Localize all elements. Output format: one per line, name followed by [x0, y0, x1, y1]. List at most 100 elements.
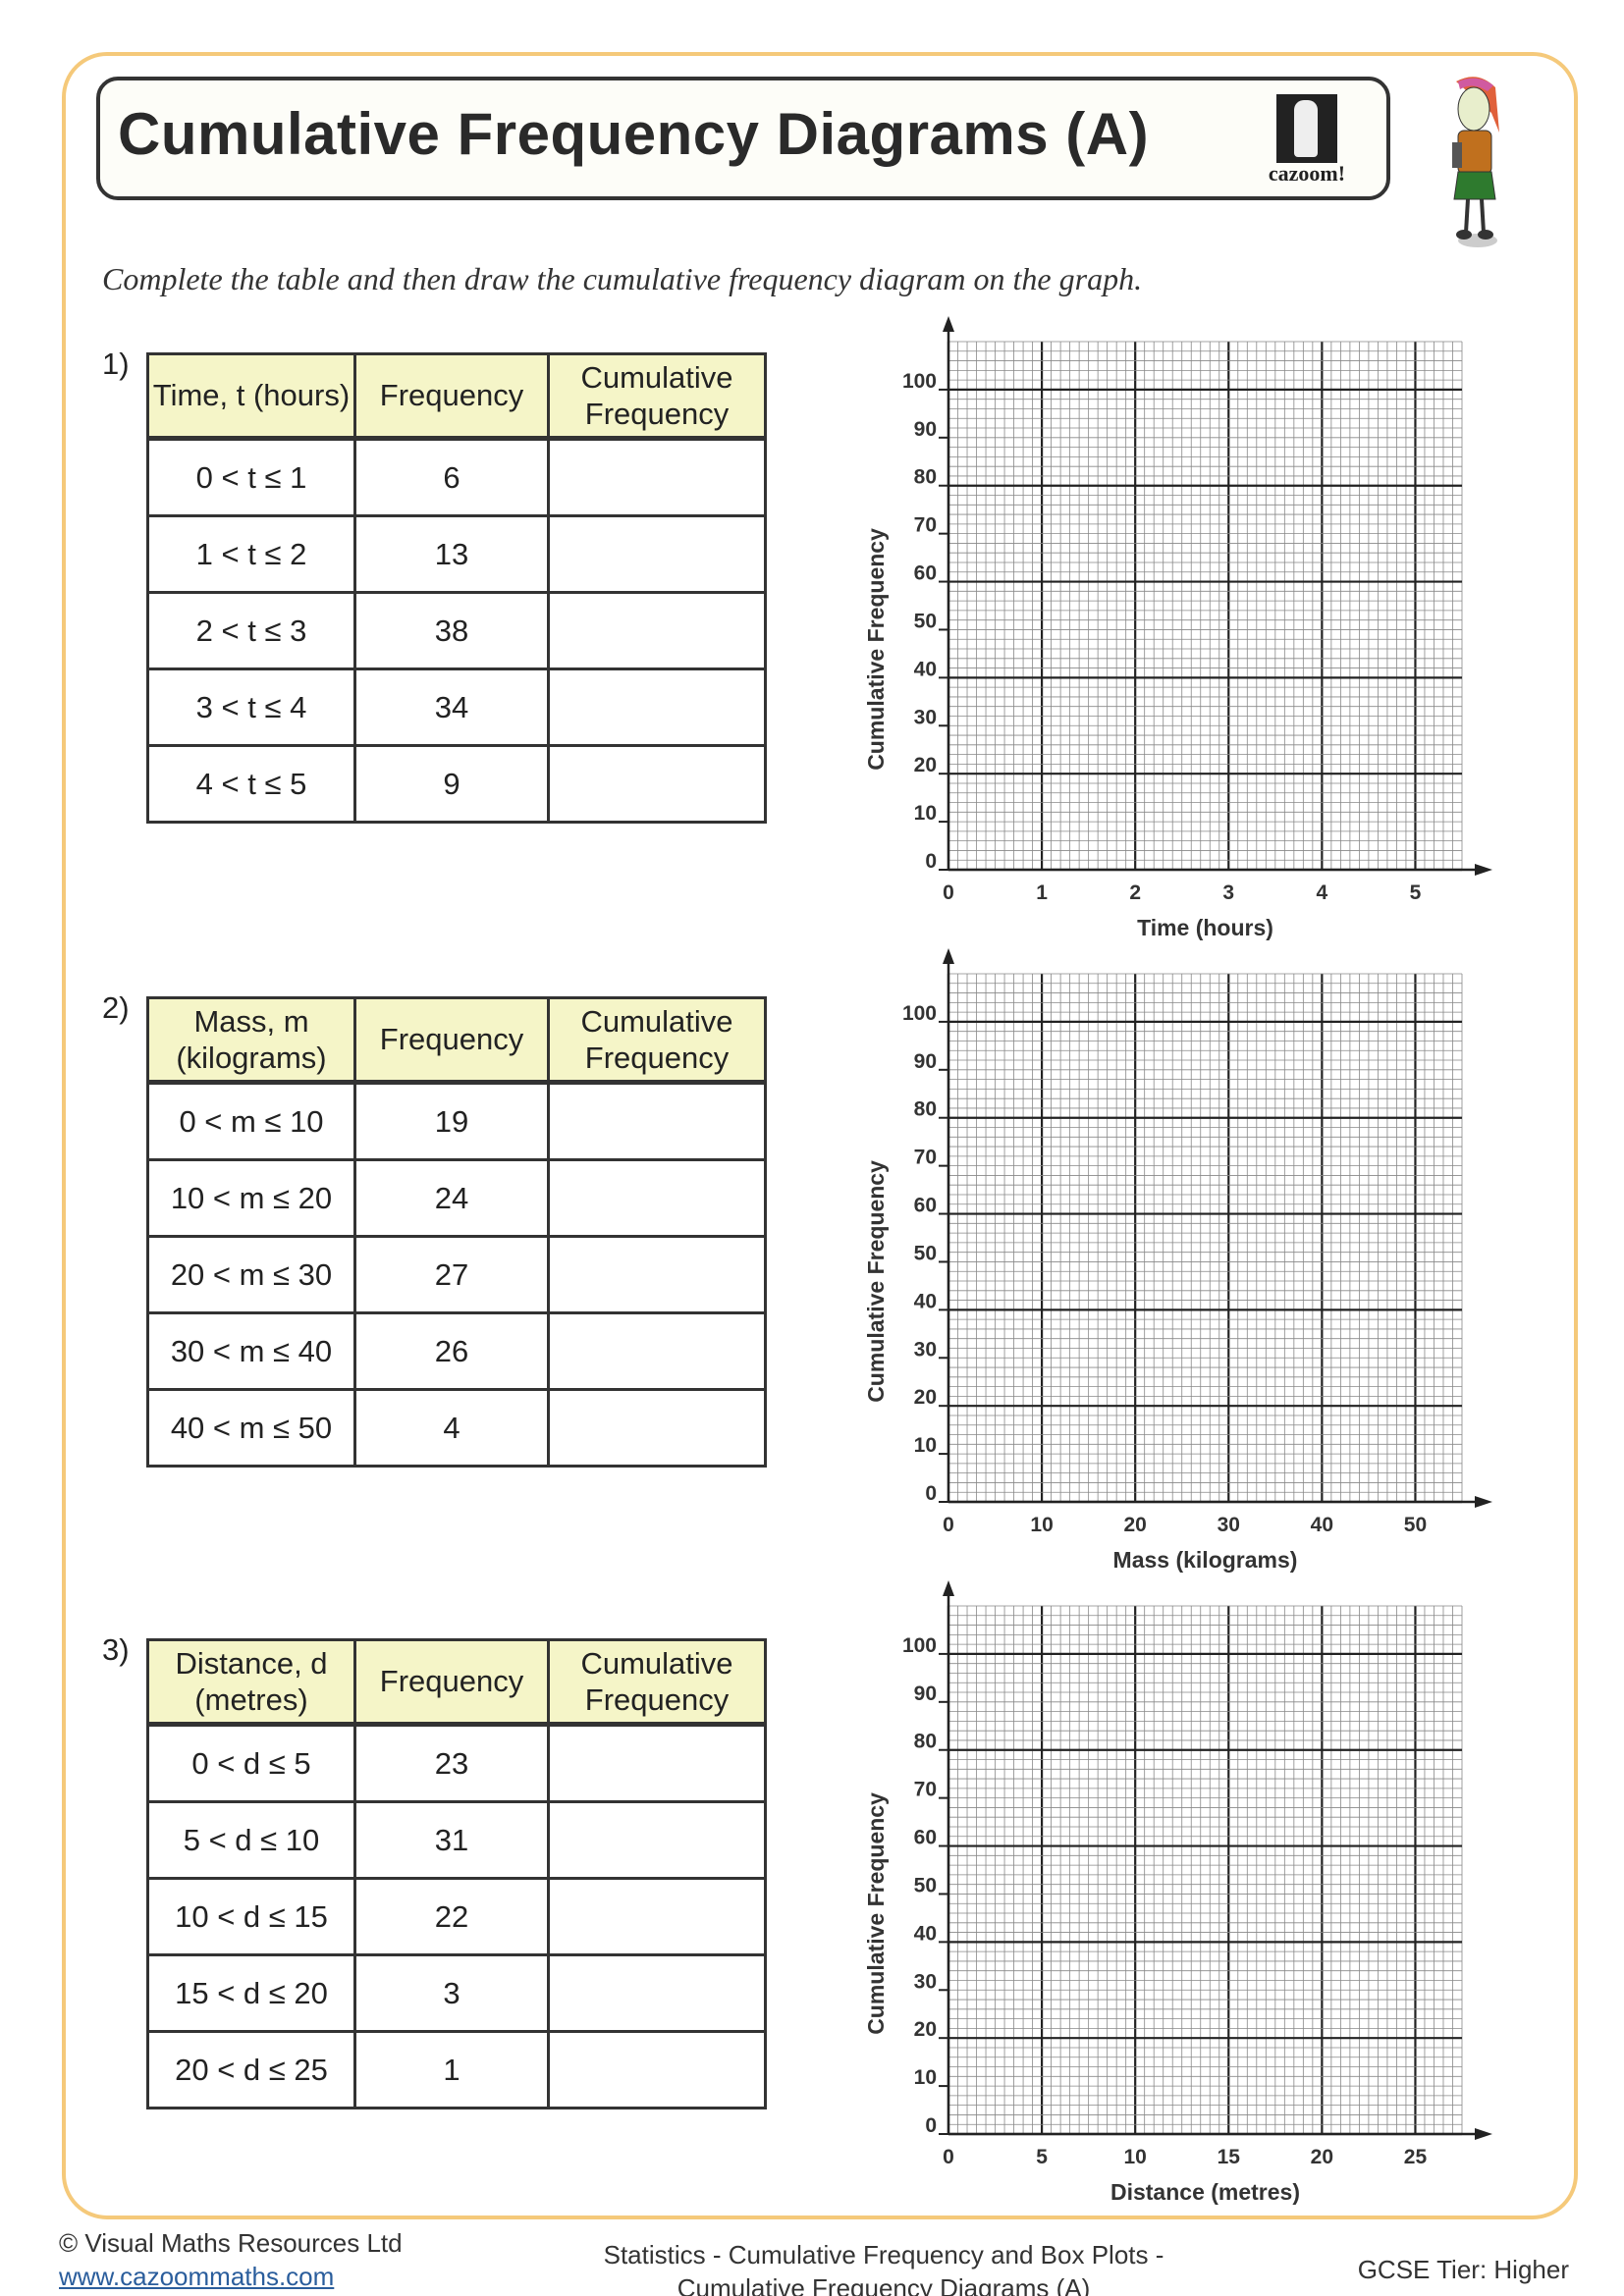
- frequency-cell: 13: [353, 514, 550, 594]
- y-tick-label: 40: [914, 1290, 937, 1312]
- column-header: Cumulative Frequency: [547, 1638, 767, 1727]
- plot-area: [948, 1606, 1462, 2134]
- column-header: Cumulative Frequency: [547, 996, 767, 1085]
- x-axis-label: Time (hours): [1137, 915, 1273, 940]
- frequency-table-1: Time, t (hours) Frequency Cumulative Frequ…: [146, 352, 767, 824]
- frequency-cell: 9: [353, 744, 550, 824]
- x-tick-label: 2: [1129, 881, 1141, 904]
- cazoom-logo: cazoom!: [1263, 94, 1351, 186]
- cumulative-frequency-cell[interactable]: [547, 1158, 767, 1238]
- cumulative-frequency-cell[interactable]: [547, 1877, 767, 1956]
- frequency-cell: 27: [353, 1235, 550, 1314]
- frequency-cell: 19: [353, 1081, 550, 1161]
- x-axis-arrow-icon: [1475, 864, 1492, 876]
- y-tick-label: 0: [925, 850, 937, 873]
- topic-line-2: Cumulative Frequency Diagrams (A): [677, 2273, 1091, 2296]
- y-tick-label: 40: [914, 1922, 937, 1945]
- y-tick-label: 20: [914, 754, 937, 776]
- cumulative-frequency-cell[interactable]: [547, 1311, 767, 1391]
- cumulative-frequency-cell[interactable]: [547, 591, 767, 670]
- footer-topic: Statistics - Cumulative Frequency and Bo…: [491, 2238, 1276, 2296]
- frequency-cell: 34: [353, 667, 550, 747]
- y-tick-label: 30: [914, 1338, 937, 1361]
- cumulative-frequency-cell[interactable]: [547, 1388, 767, 1468]
- x-axis-label: Mass (kilograms): [1113, 1547, 1298, 1573]
- x-tick-label: 5: [1036, 2146, 1048, 2168]
- table-header-row: Time, t (hours) Frequency Cumulative Frequ…: [146, 352, 767, 441]
- table-row: 3 < t ≤ 4 34: [146, 667, 767, 747]
- y-axis-label: Cumulative Frequency: [863, 1160, 889, 1403]
- y-axis-arrow-icon: [943, 1580, 954, 1596]
- frequency-cell: 22: [353, 1877, 550, 1956]
- cumulative-frequency-cell[interactable]: [547, 1723, 767, 1803]
- frequency-table-3: Distance, d (metres) Frequency Cumulative …: [146, 1638, 767, 2109]
- frequency-cell: 23: [353, 1723, 550, 1803]
- page-title: Cumulative Frequency Diagrams (A): [118, 101, 1150, 167]
- class-interval-cell: 20 < m ≤ 30: [146, 1235, 356, 1314]
- y-tick-label: 100: [902, 1002, 937, 1025]
- y-tick-label: 90: [914, 418, 937, 441]
- class-interval-cell: 4 < t ≤ 5: [146, 744, 356, 824]
- y-tick-label: 20: [914, 1386, 937, 1409]
- table-row: 0 < m ≤ 10 19: [146, 1081, 767, 1161]
- page-frame: [62, 52, 1578, 2219]
- y-tick-label: 0: [925, 1482, 937, 1505]
- frequency-cell: 31: [353, 1800, 550, 1880]
- x-tick-label: 10: [1124, 2146, 1147, 2168]
- cumulative-frequency-cell[interactable]: [547, 514, 767, 594]
- cumulative-frequency-cell[interactable]: [547, 744, 767, 824]
- y-axis-label: Cumulative Frequency: [863, 1792, 889, 2035]
- table-row: 10 < d ≤ 15 22: [146, 1877, 767, 1956]
- column-header: Frequency: [353, 1638, 550, 1727]
- logo-icon: [1276, 94, 1337, 163]
- title-box: Cumulative Frequency Diagrams (A) cazoom…: [96, 77, 1390, 200]
- x-tick-label: 40: [1311, 1514, 1333, 1536]
- cumulative-frequency-cell[interactable]: [547, 1081, 767, 1161]
- cumulative-frequency-cell[interactable]: [547, 437, 767, 517]
- y-tick-label: 60: [914, 562, 937, 585]
- y-tick-label: 90: [914, 1682, 937, 1705]
- y-tick-label: 50: [914, 610, 937, 632]
- x-tick-label: 20: [1311, 2146, 1333, 2168]
- cumulative-frequency-cell[interactable]: [547, 1235, 767, 1314]
- frequency-cell: 3: [353, 1953, 550, 2033]
- cumulative-frequency-cell[interactable]: [547, 1800, 767, 1880]
- table-row: 20 < d ≤ 25 1: [146, 2030, 767, 2109]
- class-interval-cell: 0 < m ≤ 10: [146, 1081, 356, 1161]
- y-tick-label: 80: [914, 466, 937, 489]
- graph-2[interactable]: 0 10 20 30 40 50 60 70 80 90 100 0 10 20 30 40 50 Mass (k…: [844, 946, 1512, 1575]
- website-link[interactable]: www.cazoommaths.com: [59, 2262, 335, 2291]
- cumulative-frequency-cell[interactable]: [547, 667, 767, 747]
- y-tick-label: 80: [914, 1098, 937, 1121]
- y-tick-label: 10: [914, 1434, 937, 1457]
- cumulative-frequency-cell[interactable]: [547, 1953, 767, 2033]
- frequency-cell: 4: [353, 1388, 550, 1468]
- x-tick-label: 20: [1124, 1514, 1147, 1536]
- footer-left: © Visual Maths Resources Ltd www.cazoomm…: [59, 2226, 403, 2293]
- graph-3[interactable]: 0 10 20 30 40 50 60 70 80 90 100 0 5 10 15 20 25 Distance…: [844, 1578, 1512, 2207]
- plot-area: [948, 342, 1462, 870]
- graph-1[interactable]: 0 10 20 30 40 50 60 70 80 90 100 0 1 2 3 4 5 Time (hours)…: [844, 314, 1512, 942]
- table-row: 30 < m ≤ 40 26: [146, 1311, 767, 1391]
- y-axis-arrow-icon: [943, 948, 954, 964]
- table-row: 40 < m ≤ 50 4: [146, 1388, 767, 1468]
- class-interval-cell: 3 < t ≤ 4: [146, 667, 356, 747]
- table-header-row: Distance, d (metres) Frequency Cumulative …: [146, 1638, 767, 1727]
- x-tick-label: 1: [1036, 881, 1048, 904]
- y-tick-label: 0: [925, 2114, 937, 2137]
- y-tick-label: 70: [914, 1779, 937, 1801]
- x-tick-label: 15: [1218, 2146, 1241, 2168]
- x-tick-label: 50: [1404, 1514, 1427, 1536]
- y-tick-label: 30: [914, 706, 937, 728]
- frequency-table-2: Mass, m (kilograms) Frequency Cumulative F…: [146, 996, 767, 1468]
- column-header: Distance, d (metres): [146, 1638, 356, 1727]
- cumulative-frequency-cell[interactable]: [547, 2030, 767, 2109]
- x-axis-arrow-icon: [1475, 1496, 1492, 1508]
- x-tick-label: 0: [943, 881, 954, 904]
- class-interval-cell: 2 < t ≤ 3: [146, 591, 356, 670]
- y-tick-label: 10: [914, 2066, 937, 2089]
- class-interval-cell: 10 < m ≤ 20: [146, 1158, 356, 1238]
- column-header: Time, t (hours): [146, 352, 356, 441]
